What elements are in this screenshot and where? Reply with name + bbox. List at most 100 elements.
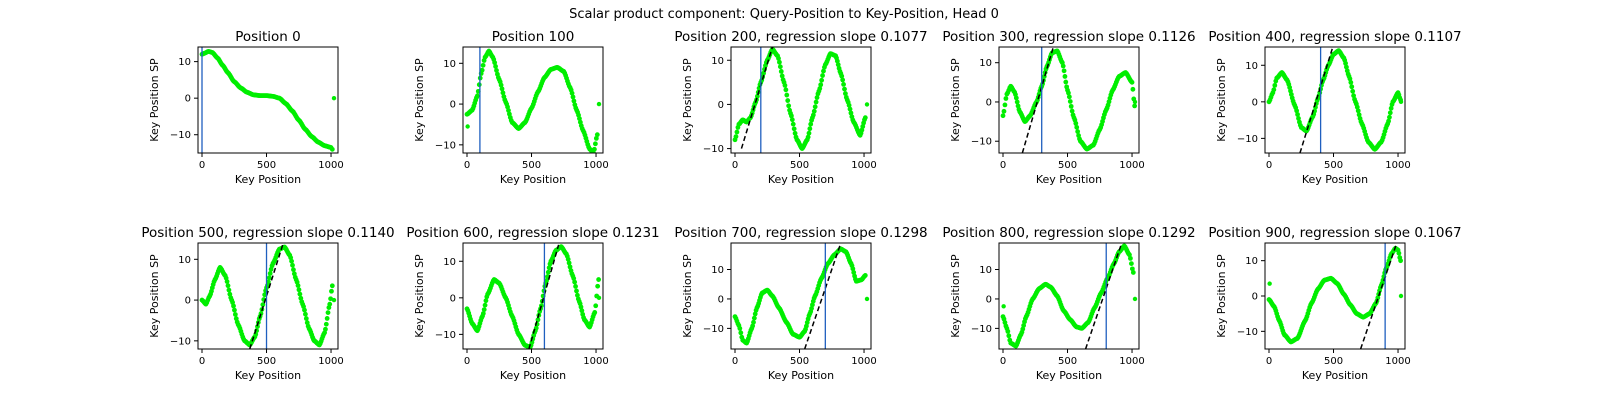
data-point <box>482 302 488 308</box>
data-point <box>777 64 783 70</box>
outlier-point <box>864 296 870 302</box>
y-axis-label: Key Position SP <box>681 58 694 142</box>
data-point <box>572 279 578 285</box>
data-point <box>737 326 743 331</box>
y-tick-label: −10 <box>170 130 191 141</box>
data-point <box>776 56 781 61</box>
regression-line <box>249 243 285 349</box>
y-axis-label: Key Position SP <box>949 58 962 142</box>
data-point <box>226 287 232 293</box>
x-tick-label: 500 <box>522 160 541 171</box>
data-point <box>492 60 498 66</box>
data-point <box>859 127 865 133</box>
data-point <box>834 58 840 64</box>
y-tick-label: 10 <box>178 255 191 266</box>
x-tick-label: 500 <box>257 356 276 367</box>
y-tick-label: −10 <box>1237 327 1258 338</box>
data-point <box>842 86 847 92</box>
data-point <box>1002 102 1008 108</box>
data-point <box>329 283 335 289</box>
x-tick-label: 0 <box>464 160 470 171</box>
data-point <box>751 319 756 325</box>
y-tick-label: 0 <box>450 293 456 304</box>
y-tick-label: 10 <box>1245 61 1258 72</box>
data-point <box>1267 281 1272 286</box>
subplot-title: Position 0 <box>235 29 300 45</box>
data-point <box>786 103 792 109</box>
regression-line <box>1299 48 1333 153</box>
data-point <box>1295 112 1300 117</box>
y-tick-label: −10 <box>703 324 724 335</box>
regression-line <box>1359 243 1398 349</box>
data-point <box>481 307 487 313</box>
data-point <box>494 67 499 73</box>
data-point <box>499 86 505 92</box>
data-point <box>1354 104 1360 110</box>
data-point <box>329 146 335 152</box>
y-tick-label: 0 <box>450 100 456 111</box>
data-point <box>592 146 597 152</box>
regression-line <box>740 47 774 149</box>
data-point <box>1073 120 1079 126</box>
data-point <box>1128 255 1133 261</box>
data-point <box>1020 326 1026 332</box>
y-tick-label: −10 <box>703 144 724 155</box>
data-point <box>789 113 794 119</box>
y-tick-label: 10 <box>979 265 992 276</box>
data-point <box>789 117 795 123</box>
data-point <box>595 283 601 289</box>
subplot-panel: Position 900, regression slope 0.1067 0 50… <box>1208 225 1461 382</box>
data-point <box>1294 108 1300 114</box>
y-tick-label: −10 <box>170 336 191 347</box>
axes-frame <box>462 242 604 350</box>
data-point <box>1013 95 1019 101</box>
subplot-grid: Position 0 0 500 10 0 0 −10 0 10 Key Position Key … <box>141 29 1461 382</box>
data-point <box>565 256 571 262</box>
y-tick-label: 10 <box>443 257 456 268</box>
data-point <box>577 116 582 121</box>
y-axis-label: Key Position SP <box>681 254 694 338</box>
axes-frame <box>998 242 1140 350</box>
x-tick-label: 500 <box>522 356 541 367</box>
data-point <box>851 270 857 275</box>
data-point <box>1398 258 1404 264</box>
subplot-panel: Position 100 0 500 1000 −10 0 10 Key Position Ke… <box>413 29 609 186</box>
plot-area <box>199 243 337 349</box>
data-point <box>803 323 809 329</box>
data-point <box>1130 270 1136 275</box>
data-point <box>808 121 814 127</box>
data-point <box>1355 108 1361 114</box>
subplot-panel: Position 600, regression slope 0.1231 0 50… <box>406 225 659 382</box>
data-point <box>1349 84 1355 90</box>
regression-line <box>1084 243 1123 349</box>
data-point <box>295 283 301 289</box>
data-point <box>535 317 541 323</box>
data-point <box>1074 124 1080 130</box>
x-tick-label: 0 <box>464 356 470 367</box>
data-point <box>567 264 573 270</box>
x-tick-label: 500 <box>790 160 809 171</box>
outlier-point <box>331 95 337 101</box>
data-point <box>792 130 798 136</box>
y-tick-label: 0 <box>986 97 992 108</box>
data-point <box>592 310 598 315</box>
data-point <box>291 267 296 273</box>
data-point <box>592 141 598 147</box>
data-point <box>231 303 236 309</box>
outlier-point <box>1132 99 1138 105</box>
y-tick-label: 10 <box>1245 256 1258 267</box>
data-point <box>323 321 329 327</box>
subplot-panel: Position 800, regression slope 0.1292 0 50… <box>942 225 1195 382</box>
outlier-point <box>331 297 337 303</box>
y-tick-label: 0 <box>718 100 724 111</box>
subplot-title: Position 900, regression slope 0.1067 <box>1208 225 1461 241</box>
plot-area <box>1266 243 1404 349</box>
y-tick-label: 10 <box>178 57 191 68</box>
outlier-point <box>596 295 602 301</box>
x-axis-label: Key Position <box>1036 173 1102 186</box>
outlier-point <box>1398 293 1404 299</box>
data-point <box>1001 108 1007 114</box>
data-point <box>750 323 756 329</box>
plot-area <box>1266 47 1404 153</box>
